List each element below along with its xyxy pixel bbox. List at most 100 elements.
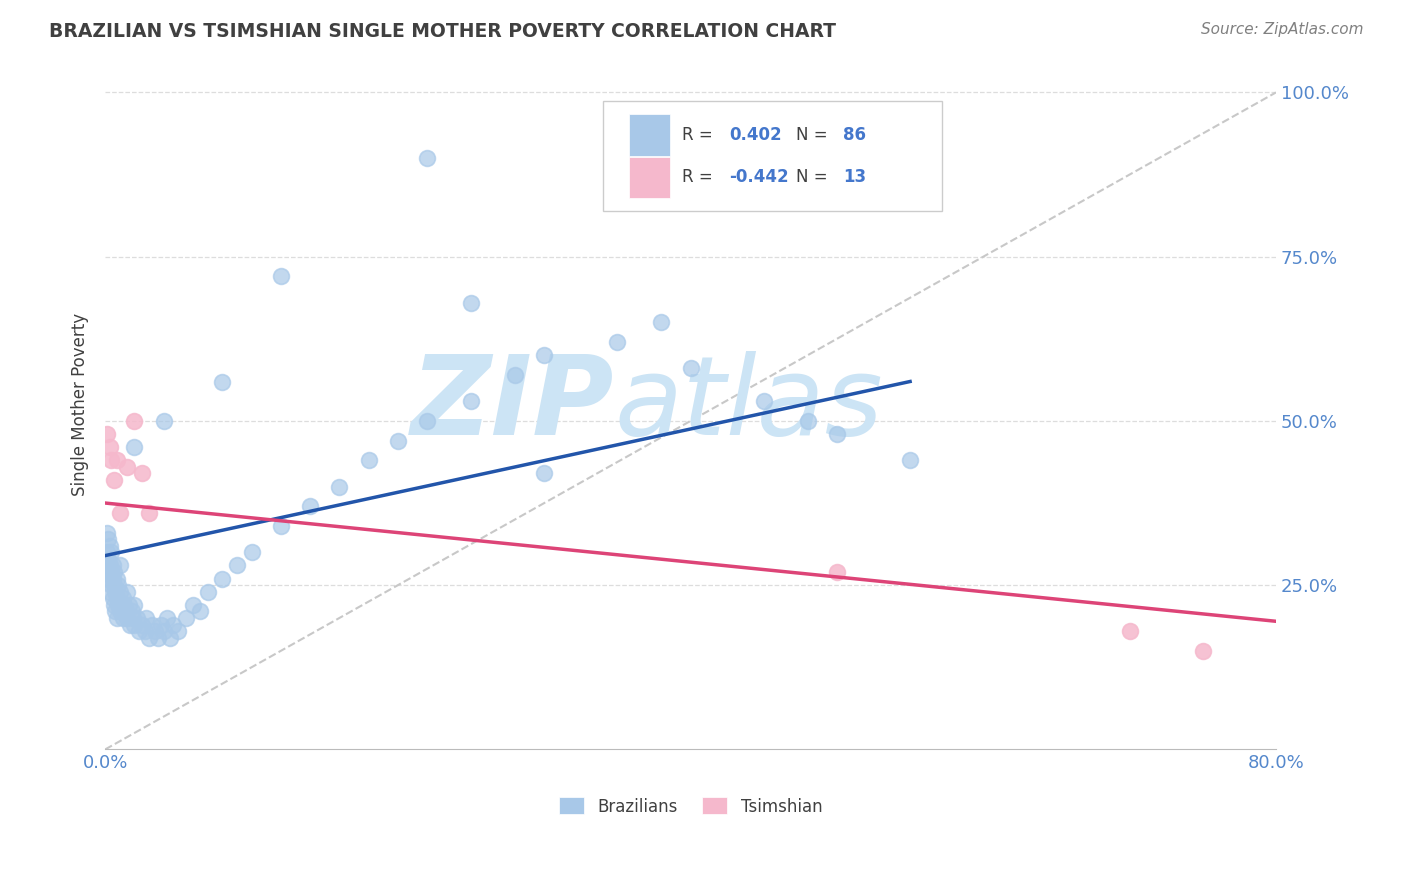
- Point: [121, 604, 143, 618]
- Point: [128, 624, 150, 639]
- Point: [149, 617, 172, 632]
- Text: R =: R =: [682, 126, 718, 144]
- Point: [134, 624, 156, 639]
- Point: [159, 631, 181, 645]
- Point: [796, 414, 818, 428]
- Point: [141, 617, 163, 632]
- Point: [96, 525, 118, 540]
- Point: [650, 315, 672, 329]
- Text: atlas: atlas: [614, 351, 883, 458]
- Point: [146, 631, 169, 645]
- Point: [167, 624, 190, 639]
- FancyBboxPatch shape: [628, 114, 669, 155]
- Point: [101, 591, 124, 606]
- Point: [188, 604, 211, 618]
- Text: 13: 13: [842, 169, 866, 186]
- Point: [679, 361, 702, 376]
- Point: [328, 480, 350, 494]
- Point: [108, 558, 131, 573]
- Point: [606, 335, 628, 350]
- Point: [96, 427, 118, 442]
- Point: [100, 565, 122, 579]
- Point: [270, 519, 292, 533]
- Point: [115, 584, 138, 599]
- Text: N =: N =: [796, 126, 832, 144]
- Point: [105, 611, 128, 625]
- Point: [211, 572, 233, 586]
- Point: [143, 624, 166, 639]
- Point: [533, 467, 555, 481]
- Point: [97, 565, 120, 579]
- Point: [112, 598, 135, 612]
- Point: [120, 617, 142, 632]
- Point: [124, 414, 146, 428]
- Point: [138, 631, 160, 645]
- Point: [387, 434, 409, 448]
- Point: [503, 368, 526, 382]
- Text: -0.442: -0.442: [730, 169, 789, 186]
- Point: [97, 552, 120, 566]
- Point: [131, 617, 153, 632]
- Point: [114, 604, 136, 618]
- Text: ZIP: ZIP: [411, 351, 614, 458]
- Point: [135, 611, 157, 625]
- Point: [104, 604, 127, 618]
- Point: [107, 578, 129, 592]
- Point: [898, 453, 921, 467]
- Text: BRAZILIAN VS TSIMSHIAN SINGLE MOTHER POVERTY CORRELATION CHART: BRAZILIAN VS TSIMSHIAN SINGLE MOTHER POV…: [49, 22, 837, 41]
- Point: [124, 598, 146, 612]
- Point: [533, 348, 555, 362]
- Point: [825, 565, 848, 579]
- Point: [197, 584, 219, 599]
- Point: [103, 565, 125, 579]
- Point: [98, 440, 121, 454]
- Point: [105, 453, 128, 467]
- Point: [124, 617, 146, 632]
- Point: [152, 624, 174, 639]
- Point: [101, 558, 124, 573]
- Point: [98, 572, 121, 586]
- Point: [111, 591, 134, 606]
- Point: [270, 269, 292, 284]
- Point: [226, 558, 249, 573]
- FancyBboxPatch shape: [628, 157, 669, 198]
- Point: [124, 440, 146, 454]
- Point: [103, 598, 125, 612]
- Point: [115, 611, 138, 625]
- Point: [460, 394, 482, 409]
- Point: [240, 545, 263, 559]
- Point: [100, 578, 122, 592]
- Point: [105, 591, 128, 606]
- Point: [111, 611, 134, 625]
- Point: [1118, 624, 1140, 639]
- Point: [115, 459, 138, 474]
- Point: [752, 394, 775, 409]
- Y-axis label: Single Mother Poverty: Single Mother Poverty: [72, 313, 89, 496]
- Text: N =: N =: [796, 169, 832, 186]
- Point: [416, 414, 439, 428]
- Point: [211, 375, 233, 389]
- Point: [97, 532, 120, 546]
- Text: 0.402: 0.402: [730, 126, 782, 144]
- Point: [108, 506, 131, 520]
- Point: [96, 558, 118, 573]
- Point: [104, 584, 127, 599]
- Point: [131, 467, 153, 481]
- Point: [416, 151, 439, 165]
- Point: [152, 414, 174, 428]
- Point: [162, 617, 184, 632]
- Point: [103, 578, 125, 592]
- Point: [122, 611, 145, 625]
- Point: [174, 611, 197, 625]
- Point: [105, 572, 128, 586]
- Point: [127, 611, 149, 625]
- Point: [117, 598, 139, 612]
- Point: [108, 604, 131, 618]
- Point: [138, 506, 160, 520]
- Point: [299, 500, 322, 514]
- Text: R =: R =: [682, 169, 718, 186]
- FancyBboxPatch shape: [603, 101, 942, 211]
- Point: [98, 558, 121, 573]
- Text: Source: ZipAtlas.com: Source: ZipAtlas.com: [1201, 22, 1364, 37]
- Point: [156, 611, 179, 625]
